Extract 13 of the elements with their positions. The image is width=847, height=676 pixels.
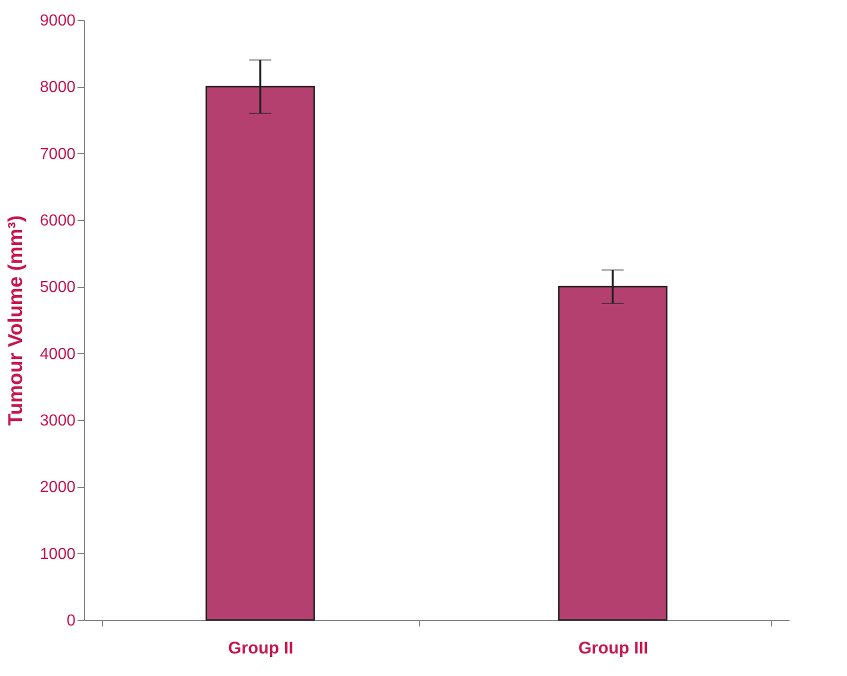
y-tick-label: 2000 xyxy=(40,479,76,496)
y-tick-label: 8000 xyxy=(40,79,76,96)
y-axis-title: Tumour Volume (mm³) xyxy=(4,215,27,426)
x-tick-label: Group III xyxy=(578,638,648,658)
y-tick-label: 1000 xyxy=(40,546,76,563)
y-tick-label: 5000 xyxy=(40,279,76,296)
y-tick-label: 7000 xyxy=(40,146,76,163)
y-tick-label: 3000 xyxy=(40,412,76,430)
x-tick-label: Group II xyxy=(228,638,294,658)
y-tick-label: 4000 xyxy=(40,346,76,363)
y-tick-label: 6000 xyxy=(40,212,76,230)
y-tick-label: 9000 xyxy=(40,12,76,30)
y-tick-label: 0 xyxy=(66,612,76,630)
